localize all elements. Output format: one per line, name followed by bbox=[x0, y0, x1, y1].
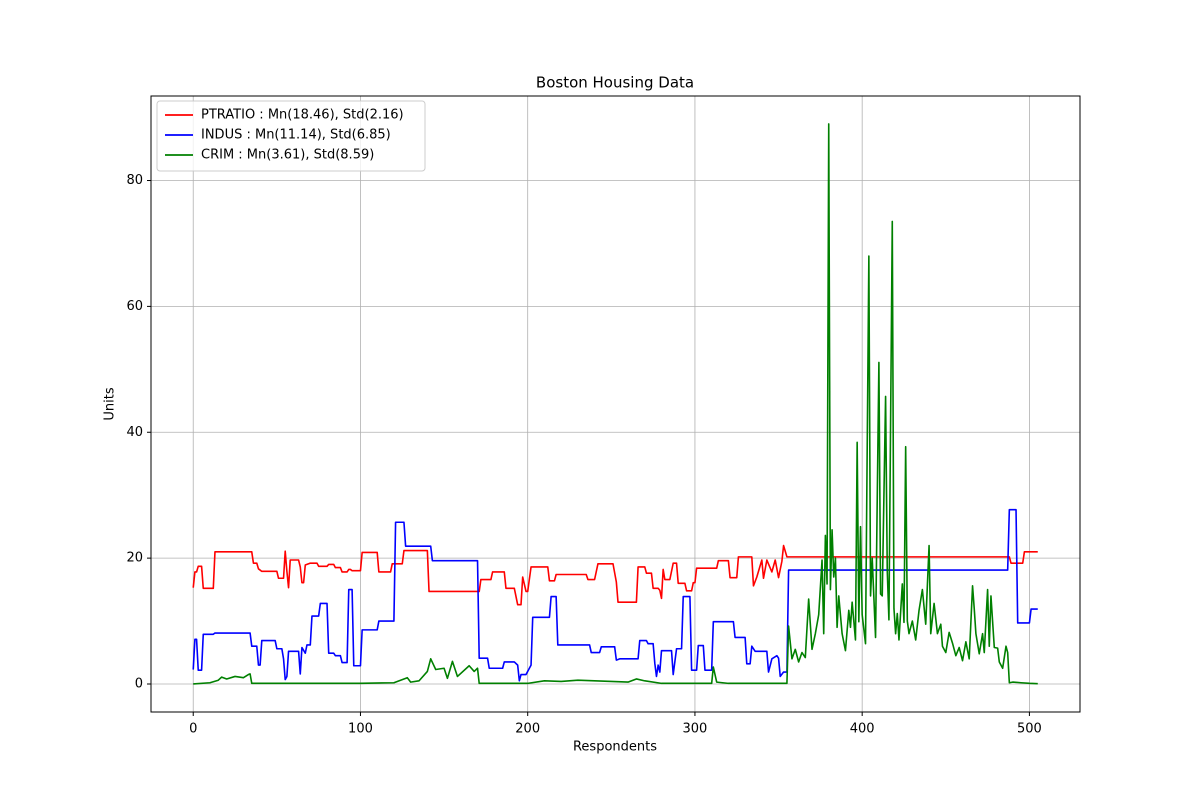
y-tick-label: 40 bbox=[126, 425, 143, 440]
x-axis-label: Respondents bbox=[573, 740, 657, 755]
x-tick-label: 100 bbox=[348, 722, 373, 737]
legend-label: INDUS : Mn(11.14), Std(6.85) bbox=[201, 128, 391, 143]
line-series bbox=[193, 123, 1038, 685]
y-axis-label: Units bbox=[103, 387, 118, 420]
legend-box bbox=[156, 100, 426, 172]
y-tick-label: 20 bbox=[126, 551, 143, 566]
legend-label: CRIM : Mn(3.61), Std(8.59) bbox=[201, 148, 374, 163]
y-tick-label: 0 bbox=[135, 676, 143, 691]
line-series bbox=[192, 508, 1038, 682]
x-tick-label: 0 bbox=[189, 722, 197, 737]
x-tick-label: 300 bbox=[683, 722, 708, 737]
y-tick-label: 60 bbox=[126, 299, 143, 314]
plot-frame bbox=[150, 95, 1081, 713]
line-series bbox=[192, 544, 1038, 606]
x-tick-label: 400 bbox=[850, 722, 875, 737]
x-tick-label: 500 bbox=[1017, 722, 1042, 737]
x-tick-label: 200 bbox=[515, 722, 540, 737]
chart-title: Boston Housing Data bbox=[536, 74, 694, 92]
y-tick-label: 80 bbox=[126, 173, 143, 188]
legend-label: PTRATIO : Mn(18.46), Std(2.16) bbox=[201, 108, 404, 123]
